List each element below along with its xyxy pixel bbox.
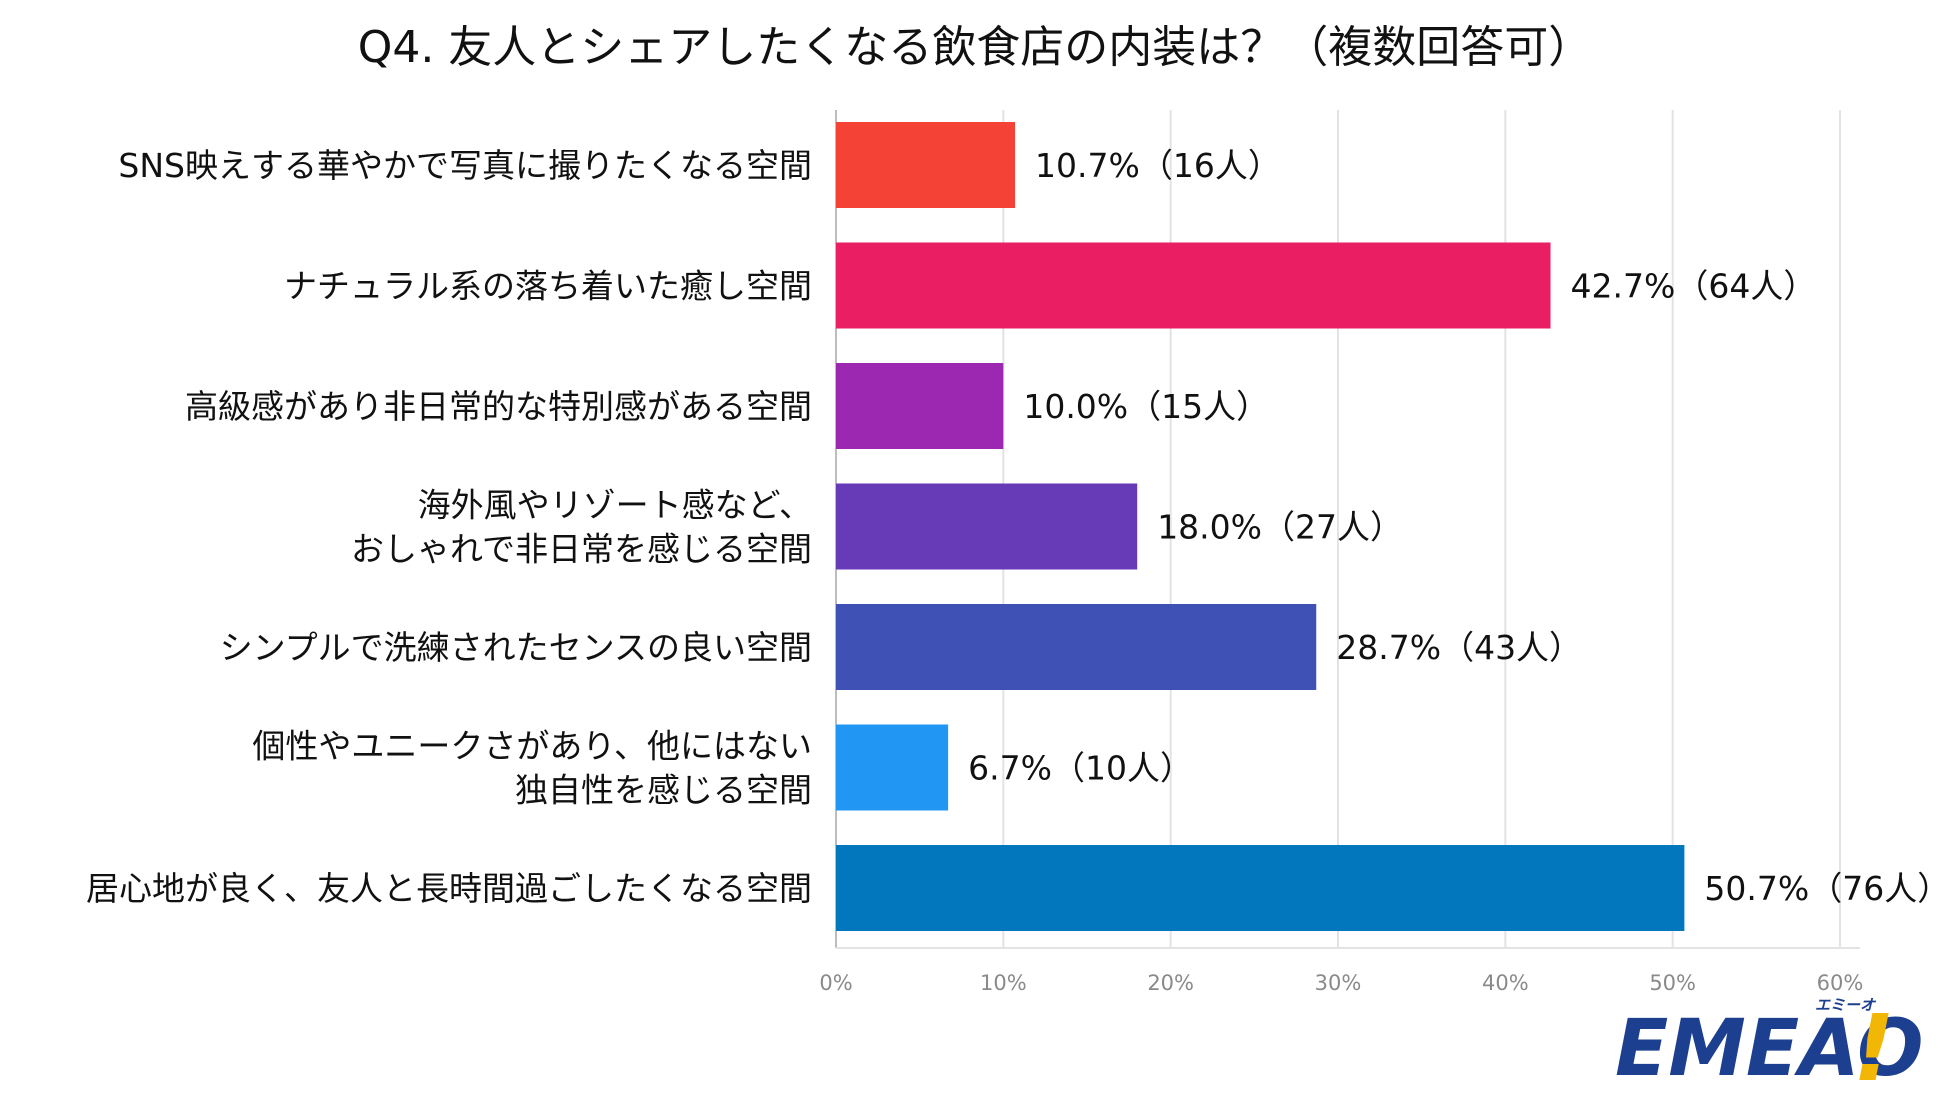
data-label: 28.7%（43人）: [1336, 628, 1582, 667]
data-label: 42.7%（64人）: [1571, 267, 1817, 306]
bar: [836, 122, 1016, 208]
category-label: 個性やユニークさがあり、他にはない: [252, 727, 812, 766]
category-label: 居心地が良く、友人と長時間過ごしたくなる空間: [86, 869, 812, 908]
emeao-logo: エミーオ EMEAO !: [1615, 995, 1923, 1095]
x-tick-label: 50%: [1649, 971, 1696, 995]
x-tick-label: 40%: [1482, 971, 1529, 995]
category-label: シンプルで洗練されたセンスの良い空間: [220, 628, 812, 667]
data-label: 10.7%（16人）: [1035, 146, 1281, 185]
x-axis-ticks: 0% 10% 20% 30% 40% 50% 60%: [819, 971, 1863, 995]
category-label: おしゃれで非日常を感じる空間: [351, 530, 812, 569]
data-label: 50.7%（76人）: [1704, 869, 1950, 908]
logo-exclamation: !: [1853, 995, 1895, 1095]
logo-small-text: エミーオ: [1815, 996, 1877, 1014]
category-label: 高級感があり非日常的な特別感がある空間: [185, 387, 812, 426]
x-tick-label: 0%: [819, 971, 852, 995]
chart-title: Q4. 友人とシェアしたくなる飲食店の内装は？（複数回答可）: [358, 22, 1593, 73]
category-label: 海外風やリゾート感など、: [418, 486, 812, 525]
data-labels: 10.7%（16人） 42.7%（64人） 10.0%（15人） 18.0%（27人）…: [968, 146, 1950, 908]
data-label: 10.0%（15人）: [1023, 387, 1269, 426]
bar: [836, 363, 1004, 449]
x-tick-label: 30%: [1315, 971, 1362, 995]
logo-main-text: EMEAO: [1615, 1004, 1923, 1094]
data-label: 18.0%（27人）: [1157, 508, 1403, 547]
bar: [836, 604, 1317, 690]
data-label: 6.7%（10人）: [968, 749, 1193, 788]
bar: [836, 724, 949, 811]
bar: [836, 242, 1551, 329]
x-tick-label: 10%: [980, 971, 1027, 995]
category-label: 独自性を感じる空間: [515, 771, 812, 810]
bar: [836, 845, 1685, 931]
bars: [836, 122, 1685, 931]
x-tick-label: 60%: [1817, 971, 1864, 995]
x-tick-label: 20%: [1147, 971, 1194, 995]
category-labels: SNS映えする華やかで写真に撮りたくなる空間ナチュラル系の落ち着いた癒し空間高級…: [86, 146, 812, 908]
category-label: SNS映えする華やかで写真に撮りたくなる空間: [118, 146, 812, 185]
bar: [836, 483, 1138, 570]
category-label: ナチュラル系の落ち着いた癒し空間: [284, 267, 812, 306]
